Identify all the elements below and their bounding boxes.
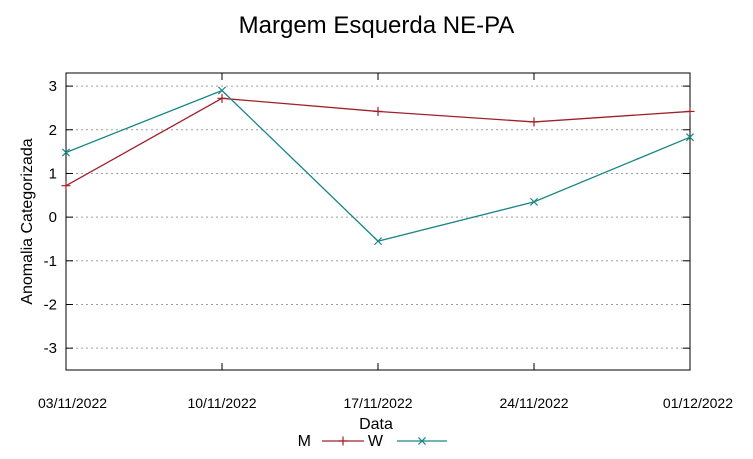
data-point [685, 133, 695, 142]
legend-entry: M [298, 433, 364, 450]
data-point [217, 93, 227, 103]
data-point [338, 436, 348, 446]
data-point [417, 436, 427, 446]
y-tick-label: 0 [49, 209, 57, 226]
data-point [529, 197, 539, 206]
x-tick-label: 24/11/2022 [499, 395, 568, 411]
ticks-layer: -3 -2 -1 0 1 2 3 03/11/2022 10/11/2022 17/11/2022… [38, 73, 733, 411]
x-tick-label: 03/11/2022 [38, 395, 107, 411]
data-point [217, 86, 227, 95]
data-point [373, 237, 383, 246]
legend-label: M [298, 433, 311, 450]
x-tick-label: 10/11/2022 [187, 395, 256, 411]
y-axis-label: Anomalia Categorizada [19, 138, 36, 304]
legend-entry: W [368, 433, 447, 450]
y-tick-label: -2 [44, 296, 57, 313]
series-layer [61, 86, 695, 246]
data-point [61, 181, 71, 191]
x-tick-label: 17/11/2022 [343, 395, 412, 411]
legend-label: W [368, 433, 384, 450]
data-point [61, 148, 71, 157]
y-tick-label: 3 [49, 78, 57, 95]
y-tick-label: -3 [44, 340, 57, 357]
x-tick-label: 01/12/2022 [663, 395, 733, 411]
series-M [61, 93, 695, 191]
grid-layer [66, 85, 690, 349]
y-tick-label: -1 [44, 253, 57, 270]
y-tick-label: 2 [49, 122, 57, 139]
chart-title: Margem Esquerda NE-PA [238, 12, 515, 39]
x-axis-label: Data [359, 416, 393, 433]
data-point [373, 106, 383, 116]
series-W [61, 86, 695, 246]
data-point [685, 106, 695, 116]
y-tick-label: 1 [49, 165, 57, 182]
data-point [529, 117, 539, 127]
